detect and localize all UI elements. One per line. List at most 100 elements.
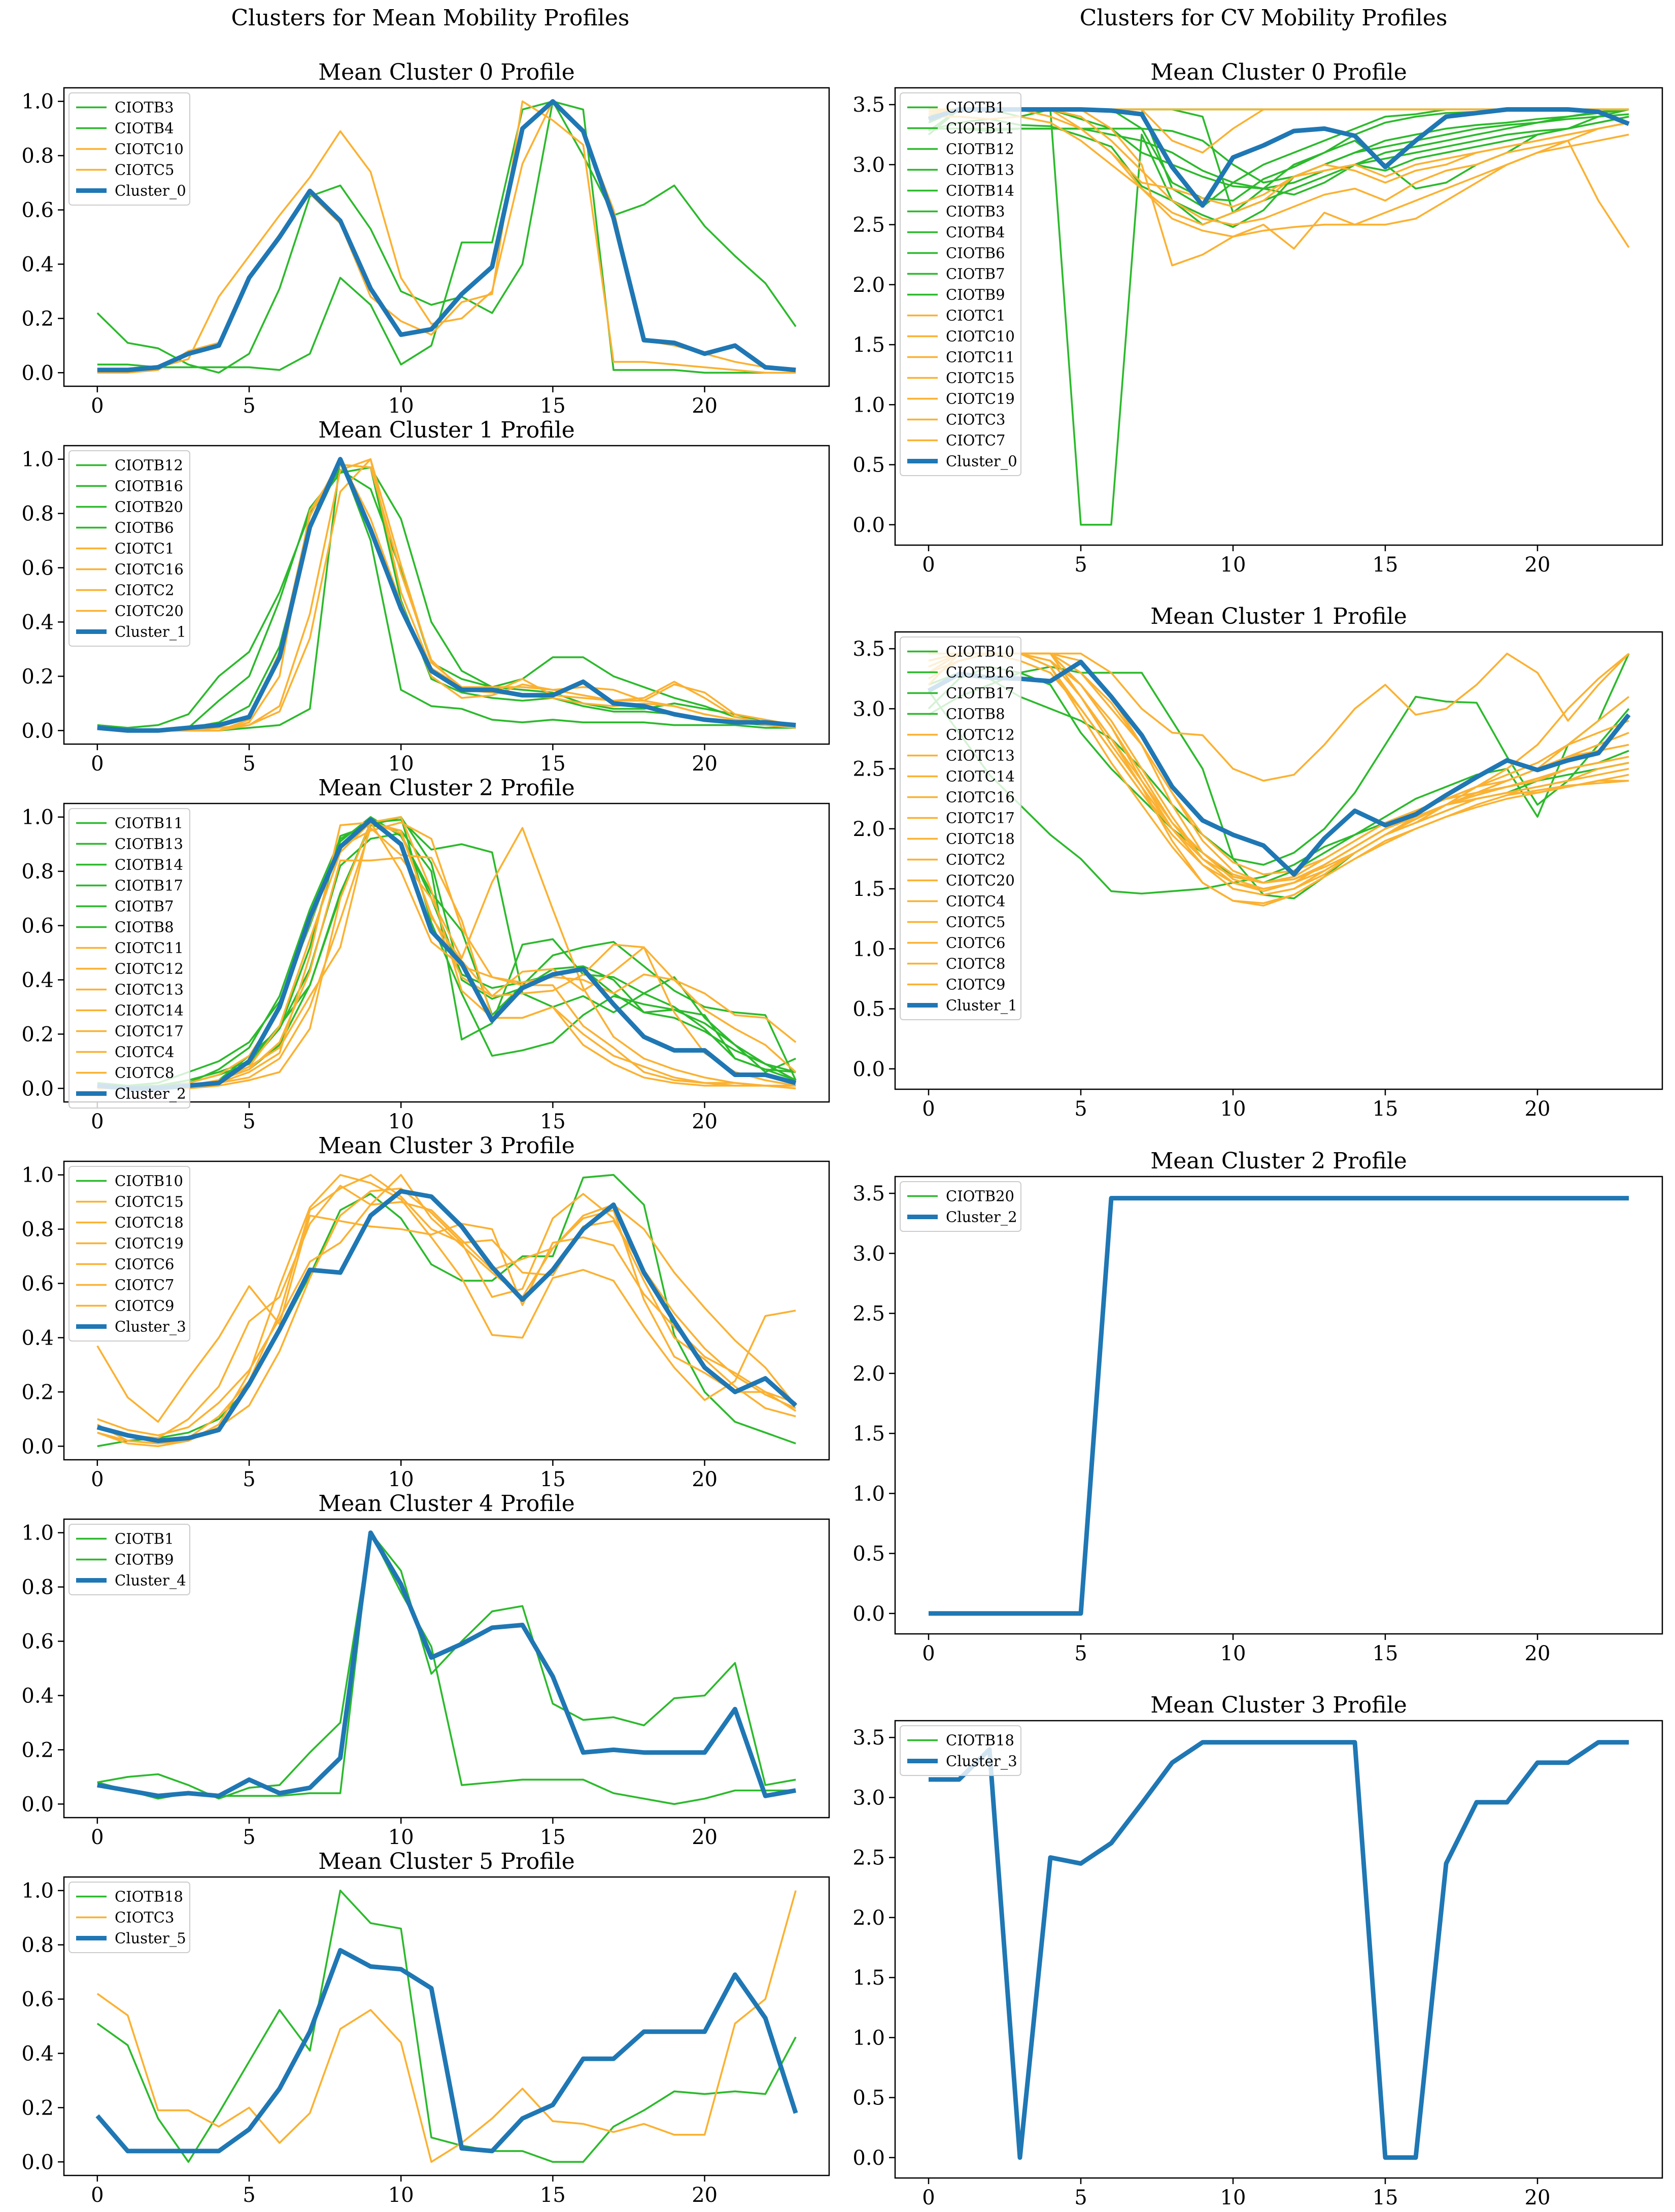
series-line-CIOTB6 <box>97 469 796 732</box>
y-tick-label: 0.0 <box>852 514 885 537</box>
chart-title: Mean Cluster 3 Profile <box>1150 1692 1407 1718</box>
legend-box <box>69 1524 190 1595</box>
chart-title: Mean Cluster 0 Profile <box>318 59 575 85</box>
legend: CIOTB10 CIOTB16 CIOTB17 CIOTB8 CIOTC12 CIOTC1… <box>900 636 1021 1020</box>
series-line-CIOTC15 <box>929 108 1629 226</box>
legend-label: CIOTB6 <box>946 245 1005 262</box>
x-tick-label: 5 <box>1074 2186 1087 2209</box>
y-tick-label: 0.6 <box>21 1272 54 1296</box>
x-tick-label: 15 <box>540 1826 566 1849</box>
y-tick-label: 0.6 <box>21 557 54 580</box>
legend-label: CIOTC19 <box>946 390 1015 408</box>
x-tick-label: 15 <box>540 752 566 776</box>
legend-label: CIOTB18 <box>115 1888 183 1905</box>
series-line-CIOTB12 <box>97 466 796 729</box>
y-tick-label: 1.0 <box>852 2026 885 2050</box>
series-line-CIOTC6 <box>96 1215 796 1423</box>
legend-label: Cluster_3 <box>946 1753 1017 1770</box>
legend-box <box>69 1882 190 1953</box>
x-tick-label: 5 <box>243 1826 255 1849</box>
legend-box <box>900 92 1021 476</box>
x-tick-label: 0 <box>91 1826 104 1849</box>
legend-label: Cluster_2 <box>946 1209 1017 1226</box>
chart-title: Mean Cluster 0 Profile <box>1150 59 1407 85</box>
legend-label: CIOTC13 <box>946 747 1015 764</box>
y-tick-label: 0.8 <box>21 1934 54 1957</box>
y-tick-label: 0.4 <box>21 2042 54 2065</box>
chart-title: Mean Cluster 2 Profile <box>1150 1148 1407 1174</box>
legend-label: CIOTC8 <box>115 1064 174 1082</box>
series-line-CIOTC11 <box>97 821 797 1090</box>
y-tick-label: 0.4 <box>21 611 54 634</box>
y-tick-label: 1.0 <box>21 1164 54 1187</box>
plot-frame <box>63 802 830 1103</box>
legend-label: Cluster_3 <box>115 1318 186 1336</box>
legend-label: CIOTC17 <box>946 810 1015 827</box>
y-tick-label: 3.5 <box>852 1726 885 1750</box>
x-tick-label: 15 <box>540 394 566 418</box>
x-tick-label: 0 <box>922 2186 935 2209</box>
y-tick-label: 0.2 <box>21 1023 54 1046</box>
y-tick-label: 0.0 <box>852 1602 885 1626</box>
y-tick-label: 2.5 <box>852 1302 885 1326</box>
legend: CIOTB3 CIOTB4 CIOTC10 CIOTC5 Cluster_0 <box>69 92 190 206</box>
y-tick-label: 0.0 <box>852 2147 885 2170</box>
legend-label: CIOTB11 <box>115 815 183 832</box>
chart-cv_c1: Mean Cluster 1 Profile 0 5 10 15 20 0.0 0.5 1.0 1… <box>852 604 1663 1121</box>
legend-label: CIOTB20 <box>946 1188 1014 1205</box>
y-tick-label: 3.0 <box>852 1242 885 1265</box>
legend-label: CIOTB9 <box>115 1551 174 1568</box>
x-tick-label: 5 <box>243 394 255 418</box>
chart-mean_c0: Mean Cluster 0 Profile 0 5 10 15 20 0.0 0.2 0.4 0… <box>21 59 830 418</box>
x-tick-label: 15 <box>540 2184 566 2207</box>
series-line-CIOTC3 <box>929 108 1629 154</box>
series-line-CIOTC9 <box>928 652 1629 890</box>
legend-box <box>69 808 190 1109</box>
plot-frame <box>63 1160 830 1461</box>
x-tick-label: 0 <box>922 553 935 577</box>
chart-cv_c0: Mean Cluster 0 Profile 0 5 10 15 20 0.0 0.5 1.0 1… <box>852 59 1663 577</box>
legend-label: CIOTC10 <box>946 328 1015 345</box>
series-line-Cluster_2 <box>97 817 797 1091</box>
legend-label: CIOTB1 <box>946 99 1005 116</box>
legend: CIOTB11 CIOTB13 CIOTB14 CIOTB17 CIOTB7 CIOTB8… <box>69 808 190 1109</box>
chart-title: Mean Cluster 2 Profile <box>318 775 575 801</box>
series-lines <box>96 1174 798 1448</box>
series-lines <box>97 816 797 1091</box>
series-line-CIOTC7 <box>96 1174 796 1445</box>
legend-label: CIOTC8 <box>946 955 1005 973</box>
x-tick-label: 10 <box>1220 2186 1246 2209</box>
x-tick-label: 20 <box>692 1110 717 1133</box>
y-tick-label: 2.5 <box>852 1847 885 1870</box>
legend-label: CIOTC17 <box>115 1023 184 1040</box>
legend-label: CIOTB16 <box>115 478 183 495</box>
legend-label: Cluster_0 <box>946 453 1017 471</box>
legend-label: CIOTC5 <box>946 914 1005 931</box>
x-tick-label: 5 <box>243 1468 255 1491</box>
y-tick-label: 2.0 <box>852 1906 885 1930</box>
y-tick-label: 1.0 <box>852 937 885 961</box>
series-line-CIOTC5 <box>928 652 1629 892</box>
legend-label: CIOTC12 <box>115 960 184 978</box>
plot-frame <box>63 1876 830 2176</box>
x-tick-label: 20 <box>692 2184 717 2207</box>
y-tick-label: 0.8 <box>21 145 54 168</box>
x-tick-label: 20 <box>1525 2186 1551 2209</box>
series-line-CIOTB11 <box>97 816 797 1087</box>
legend: CIOTB10 CIOTC15 CIOTC18 CIOTC19 CIOTC6 CIOTC7… <box>69 1166 190 1342</box>
series-line-Cluster_4 <box>97 1530 796 1798</box>
series-lines <box>927 652 1631 907</box>
x-tick-label: 0 <box>922 1642 935 1665</box>
y-tick-label: 0.5 <box>852 1543 885 1566</box>
x-tick-label: 0 <box>91 752 104 776</box>
chart-title: Mean Cluster 1 Profile <box>318 417 575 443</box>
x-tick-label: 15 <box>540 1110 566 1133</box>
series-line-CIOTC9 <box>97 1185 797 1439</box>
legend-label: CIOTB3 <box>115 99 174 116</box>
series-line-CIOTC20 <box>97 458 796 732</box>
legend-label: CIOTB10 <box>946 643 1014 660</box>
y-tick-label: 1.5 <box>852 1966 885 1990</box>
legend-label: CIOTC14 <box>946 768 1015 785</box>
series-line-Cluster_3 <box>929 1740 1629 2160</box>
